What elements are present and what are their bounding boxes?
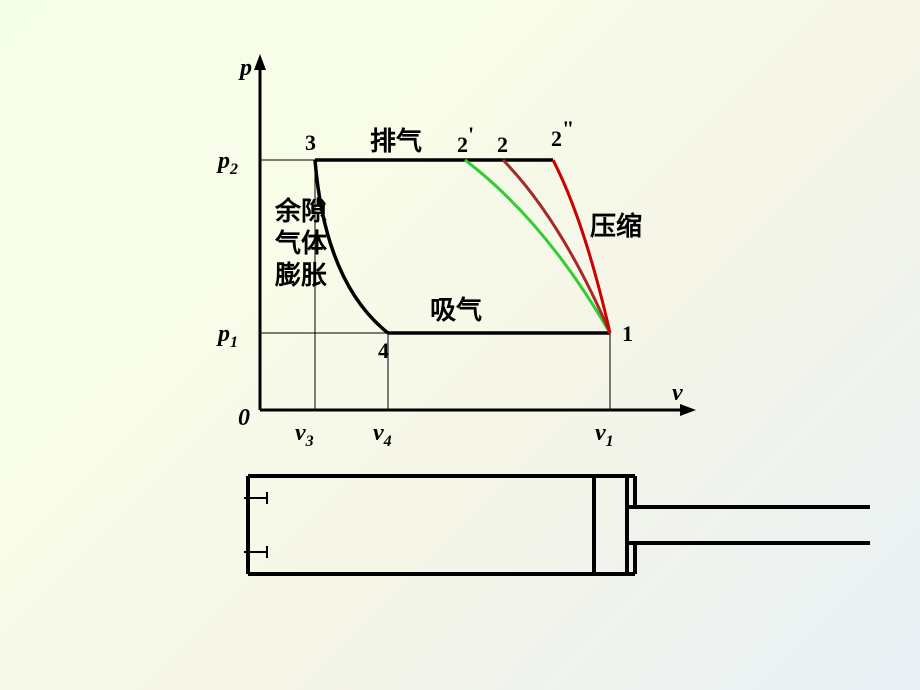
v3-label: v3 bbox=[295, 420, 314, 450]
point-1-label: 1 bbox=[622, 321, 633, 346]
p1-label: p1 bbox=[216, 321, 238, 351]
p2-label: p2 bbox=[216, 148, 238, 178]
compression-curve-2pp bbox=[553, 160, 610, 333]
exhaust-label: 排气 bbox=[370, 126, 422, 156]
point-2-label: 2 bbox=[497, 132, 508, 157]
x-axis-label: v bbox=[672, 380, 683, 406]
origin-label: 0 bbox=[238, 405, 250, 431]
suction-label: 吸气 bbox=[430, 295, 482, 325]
point-4-label: 4 bbox=[378, 338, 389, 363]
point-2pp-label: 2" bbox=[551, 116, 574, 151]
v4-label: v4 bbox=[373, 420, 392, 450]
point-2prime-label: 2' bbox=[457, 122, 474, 157]
clearance-label-2: 气体 bbox=[274, 228, 328, 258]
y-axis-label: p bbox=[238, 55, 252, 81]
y-axis-arrow bbox=[254, 54, 266, 70]
clearance-label-1: 余隙 bbox=[274, 196, 327, 226]
compression-label: 压缩 bbox=[590, 211, 642, 241]
clearance-label-3: 膨胀 bbox=[275, 260, 327, 290]
point-3-label: 3 bbox=[305, 130, 316, 155]
v1-label: v1 bbox=[595, 420, 614, 450]
